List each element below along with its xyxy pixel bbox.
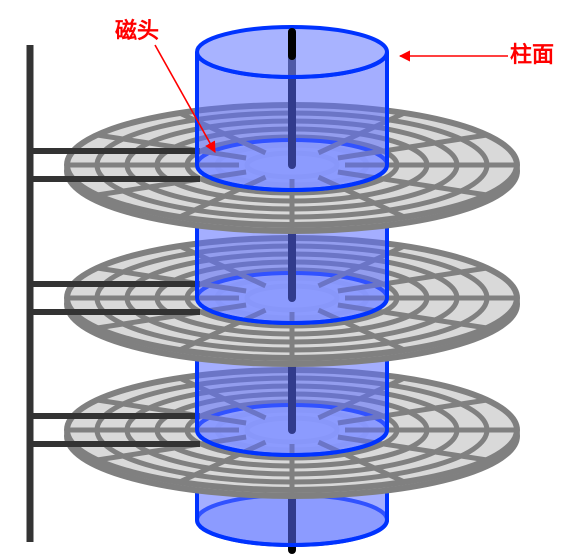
head-label: 磁头 xyxy=(115,18,159,43)
disk-cylinder-diagram: 磁头柱面 xyxy=(0,0,579,559)
cylinder-label: 柱面 xyxy=(510,42,554,67)
